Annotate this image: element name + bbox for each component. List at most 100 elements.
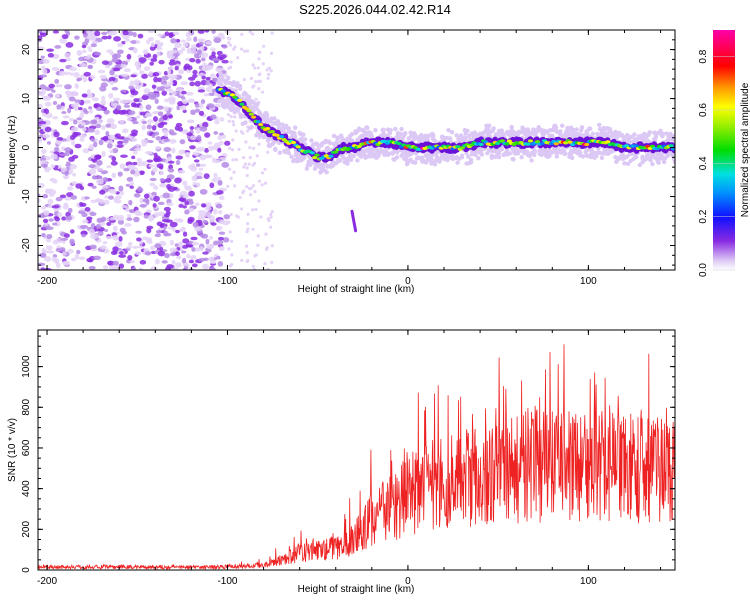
noise-blob xyxy=(121,109,128,115)
noise-blob xyxy=(194,247,201,252)
noise-blob xyxy=(204,154,210,159)
ridge-halo xyxy=(232,109,237,115)
ridge-halo xyxy=(491,126,496,131)
noise-blob xyxy=(44,168,50,173)
noise-blob xyxy=(174,243,179,247)
noise-blob xyxy=(109,69,115,76)
noise-blob xyxy=(171,90,177,96)
ridge-core xyxy=(455,144,461,149)
noise-blob xyxy=(262,44,266,48)
ridge-core xyxy=(333,150,339,154)
noise-blob xyxy=(231,119,235,124)
ridge-core xyxy=(553,142,559,146)
noise-blob xyxy=(89,119,98,125)
noise-blob xyxy=(61,252,67,256)
ridge-halo xyxy=(466,154,471,159)
noise-blob xyxy=(200,99,206,105)
noise-blob xyxy=(59,153,67,157)
ridge-halo xyxy=(320,164,326,170)
noise-blob xyxy=(152,53,158,59)
noise-blob xyxy=(95,107,103,111)
noise-blob xyxy=(109,51,115,56)
ridge-core xyxy=(314,153,320,157)
noise-blob xyxy=(101,31,108,36)
noise-blob xyxy=(84,207,91,212)
noise-blob xyxy=(166,264,174,269)
noise-blob xyxy=(263,167,267,171)
noise-blob xyxy=(128,110,136,115)
noise-blob xyxy=(105,123,112,128)
ridge-halo xyxy=(328,141,333,146)
noise-blob xyxy=(177,69,185,75)
noise-blob xyxy=(257,199,261,203)
noise-blob xyxy=(155,145,161,150)
ridge-halo xyxy=(370,147,375,152)
noise-blob xyxy=(69,72,75,76)
noise-blob xyxy=(201,203,207,208)
noise-blob xyxy=(190,236,198,241)
noise-blob xyxy=(48,83,56,89)
noise-blob xyxy=(175,229,180,234)
ridge-halo xyxy=(489,153,495,158)
noise-blob xyxy=(169,252,177,257)
noise-blob xyxy=(72,172,77,177)
ridge-halo xyxy=(547,153,552,158)
noise-blob xyxy=(107,35,112,40)
noise-blob xyxy=(210,259,217,264)
noise-blob xyxy=(143,66,151,72)
noise-blob xyxy=(153,152,158,157)
noise-blob xyxy=(122,30,129,36)
noise-blob xyxy=(238,195,242,200)
noise-blob xyxy=(161,129,169,134)
ridge-halo xyxy=(280,122,285,127)
y-tick-label: 0 xyxy=(21,567,32,573)
ridge-halo xyxy=(325,145,330,150)
noise-blob xyxy=(68,168,74,174)
noise-blob xyxy=(240,207,244,211)
noise-blob xyxy=(232,123,236,127)
noise-blob xyxy=(219,245,225,251)
noise-blob xyxy=(139,170,145,175)
ridge-halo xyxy=(622,161,627,166)
noise-blob xyxy=(78,256,86,260)
colorbar: 0.0 0.2 0.4 0.6 0.8 Normalized spectral ampl… xyxy=(698,30,750,277)
y-tick-label: 200 xyxy=(21,521,32,538)
noise-blob xyxy=(163,206,171,212)
noise-blob xyxy=(254,207,258,211)
noise-blob xyxy=(148,214,154,220)
ridge-halo xyxy=(579,125,585,130)
noise-blob xyxy=(175,262,182,268)
noise-blob xyxy=(67,207,73,214)
ridge-halo xyxy=(355,158,360,163)
noise-blob xyxy=(119,120,125,125)
noise-blob xyxy=(113,35,121,42)
ridge-halo xyxy=(529,158,534,163)
noise-blob xyxy=(129,259,135,264)
noise-blob xyxy=(266,217,270,221)
noise-blob xyxy=(117,171,123,177)
noise-blob xyxy=(253,189,257,194)
noise-blob xyxy=(135,212,144,216)
noise-blob xyxy=(255,154,259,158)
noise-blob xyxy=(137,245,144,249)
noise-blob xyxy=(46,245,53,251)
noise-blob xyxy=(126,245,133,249)
noise-blob xyxy=(137,33,144,39)
noise-blob xyxy=(103,109,110,115)
noise-blob xyxy=(139,204,147,208)
ridge-halo xyxy=(345,161,350,166)
ridge-halo xyxy=(511,157,516,162)
noise-blob xyxy=(80,121,86,126)
noise-blob xyxy=(216,176,222,181)
noise-blob xyxy=(227,220,231,224)
noise-blob xyxy=(150,42,156,48)
ridge-halo xyxy=(560,123,565,128)
noise-blob xyxy=(248,146,252,150)
noise-blob xyxy=(234,158,238,162)
ridge-core xyxy=(309,151,315,155)
noise-blob xyxy=(191,263,198,268)
noise-blob xyxy=(164,31,170,37)
noise-blob xyxy=(208,243,215,248)
noise-blob xyxy=(52,30,60,34)
noise-blob xyxy=(251,227,255,231)
